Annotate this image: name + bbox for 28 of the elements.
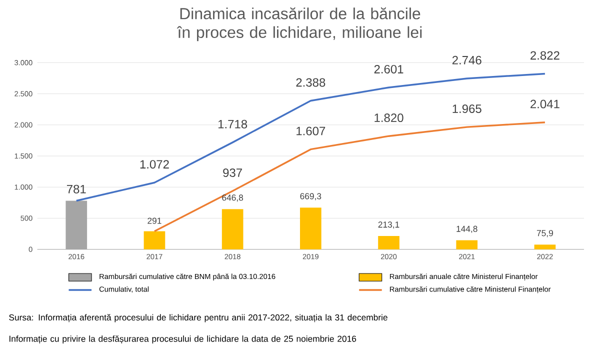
text: Sursa: Informația aferentă procesului de lichidare pentru anii 2017-2022, situația la 31 decembrie bbox=[9, 314, 388, 322]
data-label: 2.601 bbox=[374, 65, 404, 74]
bar bbox=[300, 208, 322, 250]
data-label: 2.041 bbox=[530, 100, 560, 108]
data-label: 2.388 bbox=[296, 78, 326, 87]
bar bbox=[144, 231, 166, 250]
data-label: 937 bbox=[223, 168, 242, 178]
bar bbox=[378, 236, 400, 250]
data-label: 2.746 bbox=[452, 56, 482, 65]
bar bbox=[534, 244, 556, 250]
bar bbox=[66, 200, 88, 250]
data-label: 1.965 bbox=[452, 104, 482, 114]
data-label: 144,8 bbox=[456, 226, 478, 234]
text: Informație cu privire la desfășurarea procesului de lichidare la data de 25 noiembrie 2016 bbox=[10, 336, 356, 344]
bar bbox=[456, 240, 478, 250]
data-label: 213,1 bbox=[378, 222, 400, 229]
chart-title: Dinamica incasărilor de la băncile în proces de lichidare, milioane lei bbox=[176, 8, 422, 42]
data-label: 1.718 bbox=[218, 120, 248, 129]
data-label: 781 bbox=[66, 185, 86, 194]
data-label: 1.820 bbox=[374, 114, 404, 122]
data-label: 646,8 bbox=[222, 194, 244, 202]
data-label: 291 bbox=[148, 218, 162, 224]
data-label: 1.607 bbox=[296, 126, 326, 136]
data-label: 1.072 bbox=[140, 160, 169, 169]
bar bbox=[222, 209, 244, 250]
data-label: 669,3 bbox=[300, 193, 322, 200]
data-label: 75,9 bbox=[536, 230, 553, 238]
data-label: 2.822 bbox=[530, 51, 560, 60]
